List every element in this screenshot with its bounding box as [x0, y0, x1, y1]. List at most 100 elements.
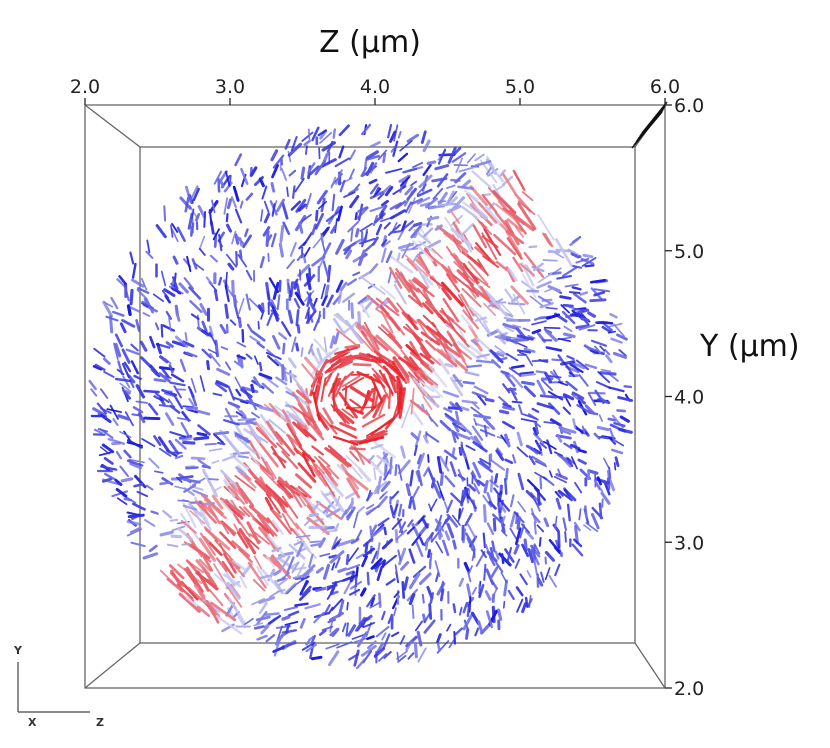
streamline-segment: [452, 539, 457, 550]
streamline-segment: [348, 447, 366, 451]
x-tick-label: 5.0: [505, 76, 535, 98]
streamline-segment: [237, 254, 248, 268]
streamline-segment: [497, 490, 503, 503]
streamline-segment: [343, 246, 351, 255]
streamline-segment: [173, 385, 182, 399]
streamline-segment: [349, 195, 360, 209]
streamline-segment: [593, 288, 611, 293]
streamline-segment: [484, 397, 495, 403]
streamline-segment: [544, 287, 554, 293]
streamline-segment: [142, 312, 151, 318]
streamline-segment: [399, 364, 410, 384]
streamline-segment: [176, 226, 186, 242]
streamline-segment: [237, 437, 257, 455]
y-tick-label: 5.0: [674, 241, 704, 263]
streamline-segment: [296, 253, 304, 262]
streamline-segment: [332, 406, 350, 425]
streamline-segment: [253, 622, 263, 627]
streamline-segment: [537, 332, 547, 343]
streamline-segment: [114, 342, 122, 358]
streamline-segment: [385, 578, 396, 586]
streamline-segment: [545, 306, 558, 310]
streamline-segment: [330, 176, 337, 189]
streamline-segment: [199, 303, 208, 316]
streamline-segment: [596, 476, 602, 486]
streamline-segment: [562, 517, 567, 531]
streamline-segment: [391, 518, 403, 530]
streamline-segment: [388, 266, 403, 289]
streamline-segment: [121, 318, 136, 328]
streamline-segment: [159, 481, 171, 486]
streamline-segment: [574, 425, 584, 435]
streamline-segment: [251, 330, 266, 342]
streamline-segment: [180, 519, 197, 534]
streamline-segment: [304, 356, 322, 377]
streamline-segment: [297, 462, 317, 483]
streamline-segment: [413, 221, 423, 227]
streamline-segment: [245, 192, 254, 201]
streamline-segment: [436, 339, 462, 358]
streamline-segment: [517, 501, 527, 513]
streamline-segment: [265, 493, 281, 515]
streamline-segment: [190, 456, 206, 461]
streamline-segment: [442, 390, 460, 398]
streamline-segment: [172, 255, 179, 265]
streamline-segment: [259, 256, 265, 269]
streamline-segment: [407, 519, 414, 528]
streamline-segment: [150, 367, 159, 376]
streamline-segment: [566, 503, 571, 522]
streamline-segment: [303, 246, 311, 258]
streamline-segment: [436, 480, 444, 498]
streamline-segment: [353, 649, 360, 667]
streamline-segment: [284, 138, 291, 150]
streamline-segment: [253, 355, 259, 365]
streamline-segment: [570, 456, 578, 470]
streamline-segment: [440, 307, 456, 330]
streamline-segment: [259, 476, 268, 491]
streamline-segment: [548, 470, 553, 478]
streamline-segment: [180, 512, 199, 540]
streamline-segment: [235, 388, 242, 397]
streamline-segment: [407, 652, 415, 660]
streamline-segment: [584, 505, 588, 519]
streamline-segment: [94, 363, 106, 371]
streamline-segment: [571, 393, 583, 404]
streamline-segment: [335, 169, 343, 185]
streamline-segment: [527, 334, 536, 340]
streamline-segment: [204, 442, 217, 446]
streamline-segment: [397, 654, 407, 663]
streamline-segment: [457, 468, 464, 482]
streamline-segment: [190, 313, 200, 320]
streamline-segment: [289, 373, 309, 398]
streamline-segment: [327, 650, 340, 667]
streamline-segment: [515, 527, 522, 546]
streamline-segment: [261, 185, 268, 200]
streamline-segment: [589, 349, 599, 355]
streamline-segment: [502, 420, 516, 430]
streamline-segment: [239, 410, 247, 418]
streamline-segment: [281, 513, 293, 532]
streamline-segment: [218, 542, 230, 563]
streamline-segment: [409, 469, 414, 487]
streamline-segment: [357, 296, 368, 305]
streamline-segment: [123, 391, 132, 400]
streamline-segment: [428, 365, 448, 388]
streamline-segment: [397, 130, 402, 139]
streamline-segment: [470, 611, 480, 625]
streamline-segment: [315, 209, 319, 222]
streamline-segment: [332, 128, 336, 139]
streamline-segment: [226, 198, 233, 210]
streamline-segment: [240, 167, 249, 186]
streamline-segment: [237, 455, 249, 459]
streamline-segment: [232, 559, 247, 571]
box-edge-tl: [84, 104, 141, 148]
streamline-segment: [419, 202, 431, 207]
streamline-segment: [117, 414, 131, 421]
streamline-segment: [314, 463, 325, 475]
streamline-segment: [211, 494, 224, 510]
streamline-segment: [283, 606, 298, 612]
streamline-segment: [175, 312, 181, 322]
streamline-segment: [392, 185, 407, 195]
streamline-segment: [301, 641, 316, 651]
streamline-segment: [509, 511, 517, 528]
